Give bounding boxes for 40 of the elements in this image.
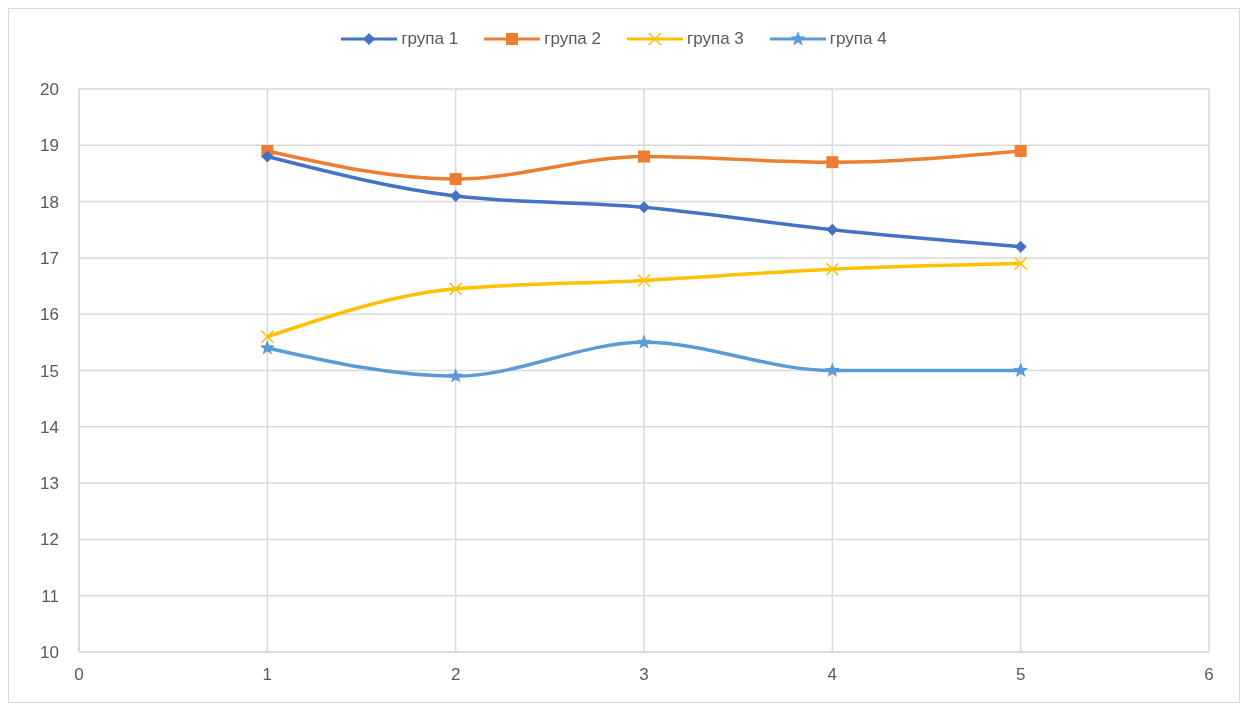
point [637, 273, 651, 288]
legend-label: група 1 [401, 29, 459, 49]
x-tick-label: 3 [639, 665, 649, 685]
y-tick-label: 12 [40, 530, 59, 550]
legend-label: група 2 [544, 29, 601, 49]
x-tick-label: 2 [450, 665, 461, 685]
point [1014, 144, 1027, 157]
y-tick-label: 16 [40, 305, 59, 325]
point [824, 362, 840, 377]
y-tick-label: 15 [40, 361, 59, 381]
point [825, 262, 840, 276]
point [638, 201, 650, 214]
point [638, 150, 650, 163]
y-tick-label: 17 [40, 248, 59, 268]
point [826, 223, 839, 236]
x-tick-label: 1 [262, 665, 273, 685]
x-tick-label: 5 [1015, 665, 1026, 685]
point [448, 282, 463, 296]
point [448, 368, 464, 383]
point [259, 339, 275, 355]
y-tick-label: 11 [41, 586, 59, 606]
point [826, 156, 839, 169]
legend-label: група 4 [829, 29, 887, 49]
point [1013, 256, 1028, 271]
y-tick-label: 18 [40, 192, 59, 212]
x-tick-label: 6 [1204, 665, 1214, 685]
point [449, 189, 462, 202]
y-tick-label: 19 [40, 136, 59, 156]
point [1013, 362, 1029, 377]
point [636, 334, 652, 349]
legend-label: група 3 [687, 29, 744, 49]
y-tick-label: 20 [40, 80, 59, 100]
y-tick-label: 14 [40, 417, 59, 437]
x-tick-label: 0 [74, 665, 84, 685]
point [260, 329, 275, 344]
x-tick-label: 4 [827, 665, 838, 685]
point [449, 173, 462, 186]
y-tick-label: 13 [40, 474, 59, 494]
y-tick-label: 10 [40, 643, 59, 663]
point [261, 150, 274, 163]
